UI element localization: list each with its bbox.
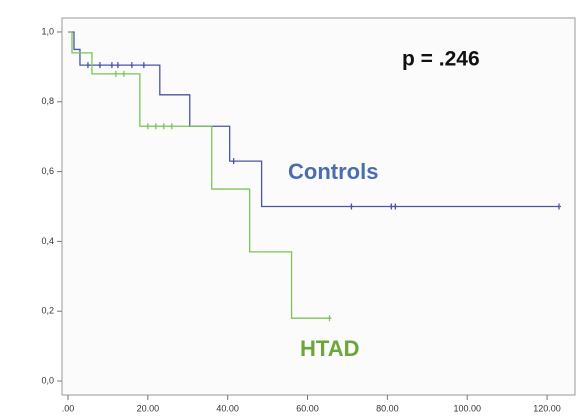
censor-mark	[115, 62, 120, 69]
y-tick-label: 0,2	[41, 306, 54, 316]
x-tick-label: .00	[62, 403, 75, 413]
annotation: p = .246	[402, 48, 480, 71]
survival-curve	[67, 31, 330, 319]
censor-mark	[109, 62, 114, 69]
series-label: Controls	[288, 159, 378, 184]
x-tick-label: 120.00	[533, 403, 561, 413]
y-tick-label: 0,4	[41, 236, 54, 246]
y-tick-label: 0,8	[41, 96, 54, 106]
x-tick-label: 60.00	[296, 403, 319, 413]
y-tick-label: 0,6	[41, 166, 54, 176]
censor-mark	[113, 70, 118, 77]
censor-mark	[389, 203, 394, 210]
x-tick-label: 80.00	[376, 403, 399, 413]
censor-mark	[145, 123, 150, 130]
censor-mark	[161, 123, 166, 130]
censor-mark	[141, 62, 146, 69]
censor-mark	[231, 158, 236, 165]
y-tick-label: 1,0	[41, 26, 54, 36]
y-tick-label: 0,0	[41, 375, 54, 385]
censor-mark	[349, 203, 354, 210]
survival-curve	[67, 31, 560, 208]
x-tick-label: 100.00	[453, 403, 481, 413]
censor-mark	[393, 203, 398, 210]
censor-mark	[327, 315, 332, 322]
censor-mark	[557, 203, 562, 210]
series-label: HTAD	[300, 336, 359, 361]
x-tick-label: 40.00	[216, 403, 239, 413]
censor-mark	[169, 123, 174, 130]
censor-mark	[129, 62, 134, 69]
censor-mark	[121, 70, 126, 77]
x-tick-label: 20.00	[137, 403, 160, 413]
censor-mark	[85, 62, 90, 69]
censor-mark	[97, 62, 102, 69]
censor-mark	[153, 123, 158, 130]
